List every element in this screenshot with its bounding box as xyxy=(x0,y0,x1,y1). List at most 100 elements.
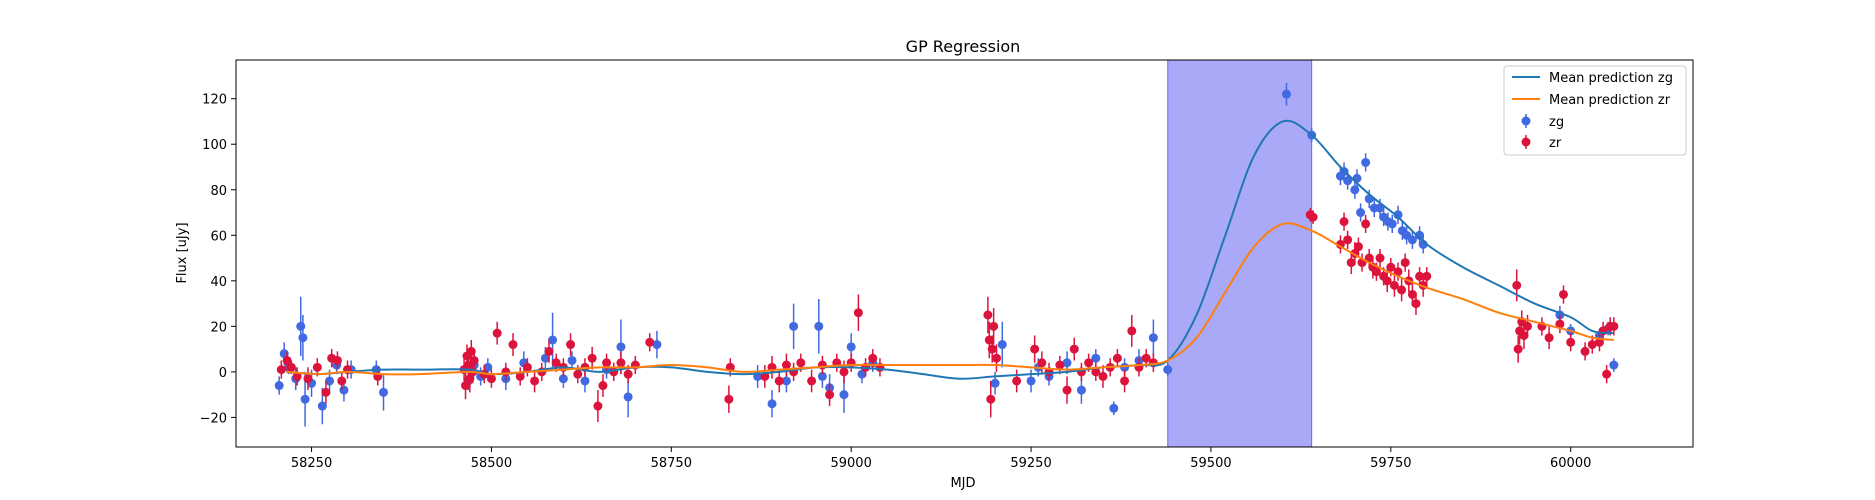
marker-zr-48 xyxy=(774,376,784,386)
marker-zr-53 xyxy=(817,360,827,370)
marker-zg-21 xyxy=(540,353,550,363)
point-zr-24 xyxy=(508,333,518,356)
marker-zr-35 xyxy=(587,353,597,363)
point-zr-25 xyxy=(515,367,525,386)
marker-zr-122 xyxy=(1558,289,1568,299)
chart-title: GP Regression xyxy=(906,37,1021,56)
point-zg-68 xyxy=(1387,214,1397,234)
point-zr-72 xyxy=(1055,355,1065,375)
y-tick-label-2: 20 xyxy=(210,320,227,335)
point-zr-112 xyxy=(1422,267,1432,286)
marker-zr-78 xyxy=(1098,371,1108,381)
x-tick-label-3: 59000 xyxy=(830,456,871,471)
point-zr-104 xyxy=(1393,262,1403,281)
point-zr-80 xyxy=(1112,349,1122,368)
marker-zr-5 xyxy=(312,362,322,372)
x-tick-label-7: 60000 xyxy=(1550,456,1591,471)
point-zg-49 xyxy=(1109,401,1119,416)
point-zr-26 xyxy=(522,358,532,377)
marker-zg-72 xyxy=(1407,235,1417,245)
point-zr-99 xyxy=(1375,248,1385,268)
marker-zr-95 xyxy=(1361,219,1371,229)
marker-zr-2 xyxy=(286,362,296,372)
point-zr-69 xyxy=(1030,335,1040,363)
point-zr-62 xyxy=(983,296,993,334)
marker-zg-24 xyxy=(567,355,577,365)
marker-zr-72 xyxy=(1055,360,1065,370)
marker-zr-112 xyxy=(1422,271,1432,281)
x-tick-label-0: 58250 xyxy=(291,456,332,471)
point-zr-38 xyxy=(602,353,612,372)
series-zg-points xyxy=(274,82,1619,427)
plot-contents xyxy=(274,82,1619,427)
marker-zr-106 xyxy=(1400,258,1410,268)
legend-swatch-zr-marker xyxy=(1521,135,1531,149)
marker-zr-0 xyxy=(276,365,286,375)
point-zg-42 xyxy=(997,321,1007,368)
point-zg-73 xyxy=(1415,226,1425,245)
marker-zr-44 xyxy=(724,394,734,404)
marker-zr-117 xyxy=(1519,330,1529,340)
point-zr-124 xyxy=(1580,342,1590,361)
point-zg-53 xyxy=(1163,362,1173,377)
marker-zr-82 xyxy=(1127,326,1137,336)
marker-zr-62 xyxy=(983,310,993,320)
marker-zr-88 xyxy=(1335,239,1345,249)
point-zr-49 xyxy=(781,353,791,377)
point-zr-42 xyxy=(630,355,640,375)
marker-zg-79 xyxy=(1609,360,1619,370)
marker-zr-51 xyxy=(796,358,806,368)
point-zg-4 xyxy=(296,296,306,356)
marker-zr-105 xyxy=(1397,285,1407,295)
series-line-mean-prediction-zg xyxy=(286,119,1614,380)
shaded-region xyxy=(1167,59,1313,448)
marker-zr-128 xyxy=(1602,369,1612,379)
point-zg-60 xyxy=(1352,169,1362,188)
marker-zr-13 xyxy=(461,381,471,391)
marker-zg-41 xyxy=(990,378,1000,388)
marker-zr-74 xyxy=(1069,344,1079,354)
point-zr-58 xyxy=(853,294,863,331)
point-zr-121 xyxy=(1555,314,1565,334)
point-zr-32 xyxy=(566,333,576,356)
marker-zg-29 xyxy=(652,340,662,350)
marker-zr-91 xyxy=(1346,258,1356,268)
point-zr-89 xyxy=(1339,212,1349,231)
point-zr-93 xyxy=(1353,237,1363,256)
marker-zr-23 xyxy=(501,367,511,377)
marker-zg-49 xyxy=(1109,403,1119,413)
marker-zr-104 xyxy=(1393,267,1403,277)
marker-zg-61 xyxy=(1356,208,1366,218)
point-zr-3 xyxy=(292,367,302,386)
marker-zr-90 xyxy=(1343,235,1353,245)
point-zg-52 xyxy=(1148,319,1158,356)
marker-zg-73 xyxy=(1415,230,1425,240)
point-zr-52 xyxy=(807,369,817,393)
point-zr-56 xyxy=(839,360,849,384)
point-zr-101 xyxy=(1382,269,1392,293)
marker-zr-4 xyxy=(303,374,313,384)
marker-zr-3 xyxy=(292,371,302,381)
marker-zr-113 xyxy=(1512,280,1522,290)
marker-zr-1 xyxy=(282,355,292,365)
marker-zr-68 xyxy=(1012,376,1022,386)
legend-frame xyxy=(1503,65,1687,156)
point-zr-57 xyxy=(846,353,856,372)
marker-zr-77 xyxy=(1091,367,1101,377)
point-zr-74 xyxy=(1069,337,1079,361)
marker-zg-9 xyxy=(325,376,335,386)
marker-zr-26 xyxy=(522,362,532,372)
marker-zg-23 xyxy=(558,374,568,384)
y-axis-label: Flux [uJy] xyxy=(175,222,190,283)
marker-zr-102 xyxy=(1386,262,1396,272)
marker-zr-9 xyxy=(337,376,347,386)
point-zr-119 xyxy=(1537,317,1547,336)
marker-zr-36 xyxy=(593,401,603,411)
point-zg-79 xyxy=(1609,358,1619,372)
point-zr-29 xyxy=(544,340,554,363)
marker-zg-22 xyxy=(548,335,558,345)
marker-zr-8 xyxy=(332,355,342,365)
point-zr-13 xyxy=(461,371,471,400)
marker-zg-53 xyxy=(1163,365,1173,375)
point-zr-54 xyxy=(825,383,835,407)
